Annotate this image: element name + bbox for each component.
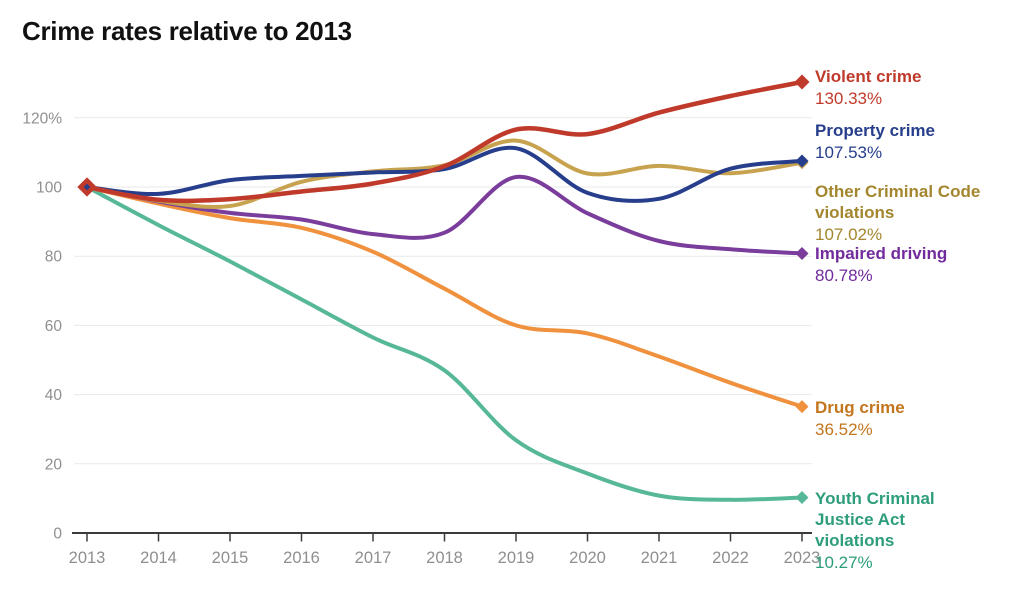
legend-impaired-driving: Impaired driving 80.78% [815,243,1015,286]
series-line-property-crime [85,145,804,203]
x-axis-labels: 2013 2014 2015 2016 2017 2018 2019 2020 2021 2022… [69,549,821,567]
series-youth-criminal-justice-act-violations [85,185,809,504]
end-marker-drug-crime [795,400,809,414]
end-marker-property-crime [795,154,809,168]
svg-text:0: 0 [53,526,62,543]
end-marker-violent-crime [794,74,810,90]
start-marker-diamond [77,177,97,197]
legend-label: Violent crime [815,67,922,86]
svg-text:2014: 2014 [140,549,177,567]
series-line-impaired-driving [85,174,804,256]
svg-text:2023: 2023 [784,549,821,567]
start-marker [77,177,97,197]
series-drug-crime [85,185,809,414]
series-violent-crime [84,74,810,204]
series-impaired-driving [85,174,809,261]
legend-other-criminal-code-violations: Other Criminal Code violations 107.02% [815,181,1010,245]
svg-text:2019: 2019 [498,549,535,567]
svg-text:120%: 120% [22,110,62,127]
page-title: Crime rates relative to 2013 [22,16,352,46]
y-axis-labels: 0 20 40 60 80 100 120% [22,110,62,542]
svg-text:2017: 2017 [355,549,392,567]
legend-label: Property crime [815,121,935,140]
legend-label: Other Criminal Code violations [815,182,981,222]
legend-label: Drug crime [815,398,905,417]
svg-text:2016: 2016 [283,549,320,567]
series-line-other-criminal-code-violations [85,138,804,210]
gridlines [74,117,812,465]
legend-label: Youth Criminal Justice Act violations [815,489,935,550]
legend-value: 10.27% [815,553,873,572]
series-line-youth-criminal-justice-act-violations [85,185,804,502]
svg-text:2013: 2013 [69,549,106,567]
svg-text:2022: 2022 [712,549,749,567]
end-marker-youth-criminal-justice-act-violations [795,490,809,504]
series-line-violent-crime [84,79,805,204]
svg-text:2018: 2018 [426,549,463,567]
svg-text:2015: 2015 [212,549,249,567]
series-property-crime [85,145,809,203]
svg-text:60: 60 [45,318,63,335]
svg-text:20: 20 [45,456,63,473]
legend-drug-crime: Drug crime 36.52% [815,397,1015,440]
svg-text:100: 100 [36,180,62,197]
svg-text:40: 40 [45,387,63,404]
legend-property-crime: Property crime 107.53% [815,120,1015,163]
legend-value: 80.78% [815,266,873,285]
series-line-drug-crime [85,185,804,409]
series-other-criminal-code-violations [85,138,809,210]
svg-text:80: 80 [45,249,63,266]
svg-text:2020: 2020 [569,549,606,567]
legend-youth-criminal-justice-act-violations: Youth Criminal Justice Act violations 10… [815,488,957,573]
legend-value: 107.02% [815,225,883,244]
legend-label: Impaired driving [815,244,948,263]
legend-value: 107.53% [815,143,883,162]
legend-value: 130.33% [815,89,883,108]
end-marker-impaired-driving [795,247,809,261]
legend-violent-crime: Violent crime 130.33% [815,66,1015,109]
legend-value: 36.52% [815,420,873,439]
x-axis [72,532,812,542]
svg-text:2021: 2021 [641,549,678,567]
